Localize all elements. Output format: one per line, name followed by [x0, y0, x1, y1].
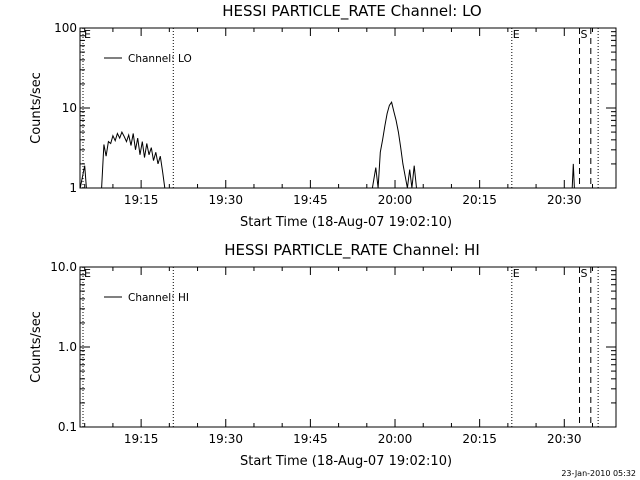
- legend-label: Channel: HI: [128, 292, 189, 304]
- x-tick-labels: 19:15 19:30 19:45 20:00 20:15 20:30: [124, 193, 582, 207]
- x-tick-label: 20:15: [462, 432, 497, 446]
- x-tick-label: 20:30: [547, 193, 582, 207]
- footer-timestamp: 23-Jan-2010 05:32: [561, 469, 636, 478]
- x-axis-label: Start Time (18-Aug-07 19:02:10): [240, 454, 452, 469]
- plot-frame: [79, 27, 617, 189]
- y-tick-label: 10: [62, 101, 77, 115]
- x-tick-label: 19:15: [124, 193, 159, 207]
- tick-marks: [80, 266, 616, 428]
- series-line: [79, 101, 575, 189]
- x-tick-label: 19:45: [293, 432, 328, 446]
- series-group: [79, 101, 575, 189]
- chart-title: HESSI PARTICLE_RATE Channel: LO: [222, 2, 481, 21]
- legend-label: Channel: LO: [128, 53, 192, 65]
- x-tick-label: 19:30: [208, 193, 243, 207]
- x-tick-label: 20:00: [378, 193, 413, 207]
- x-tick-label: 20:15: [462, 193, 497, 207]
- legend: Channel: HI: [104, 292, 189, 304]
- marker-label: S: [581, 267, 588, 280]
- y-tick-label: 1: [69, 181, 77, 195]
- y-axis-label: Counts/sec: [29, 311, 44, 383]
- x-tick-labels: 19:15 19:30 19:45 20:00 20:15 20:30: [124, 432, 582, 446]
- x-tick-label: 19:45: [293, 193, 328, 207]
- x-tick-label: 19:15: [124, 432, 159, 446]
- chart-title: HESSI PARTICLE_RATE Channel: HI: [224, 241, 480, 260]
- y-tick-labels: 1 10 100: [54, 21, 77, 195]
- panel-hi: HESSI PARTICLE_RATE Channel: HI Counts/s…: [29, 241, 617, 469]
- tick-marks: [80, 27, 616, 189]
- legend: Channel: LO: [104, 53, 192, 65]
- y-axis-label: Counts/sec: [29, 72, 44, 144]
- x-tick-label: 20:00: [378, 432, 413, 446]
- y-tick-label: 1.0: [58, 340, 77, 354]
- marker-label: E: [84, 267, 91, 280]
- y-tick-label: 10.0: [50, 260, 77, 274]
- x-axis-label: Start Time (18-Aug-07 19:02:10): [240, 215, 452, 230]
- x-tick-label: 19:30: [208, 432, 243, 446]
- marker-label: E: [513, 28, 520, 41]
- marker-label: E: [84, 28, 91, 41]
- plot-frame: [79, 266, 617, 428]
- y-tick-labels: 0.1 1.0 10.0: [50, 260, 77, 434]
- y-tick-label: 100: [54, 21, 77, 35]
- panel-lo: HESSI PARTICLE_RATE Channel: LO Counts/s…: [29, 2, 617, 230]
- x-tick-label: 20:30: [547, 432, 582, 446]
- y-tick-label: 0.1: [58, 420, 77, 434]
- marker-label: E: [513, 267, 520, 280]
- marker-label: S: [581, 28, 588, 41]
